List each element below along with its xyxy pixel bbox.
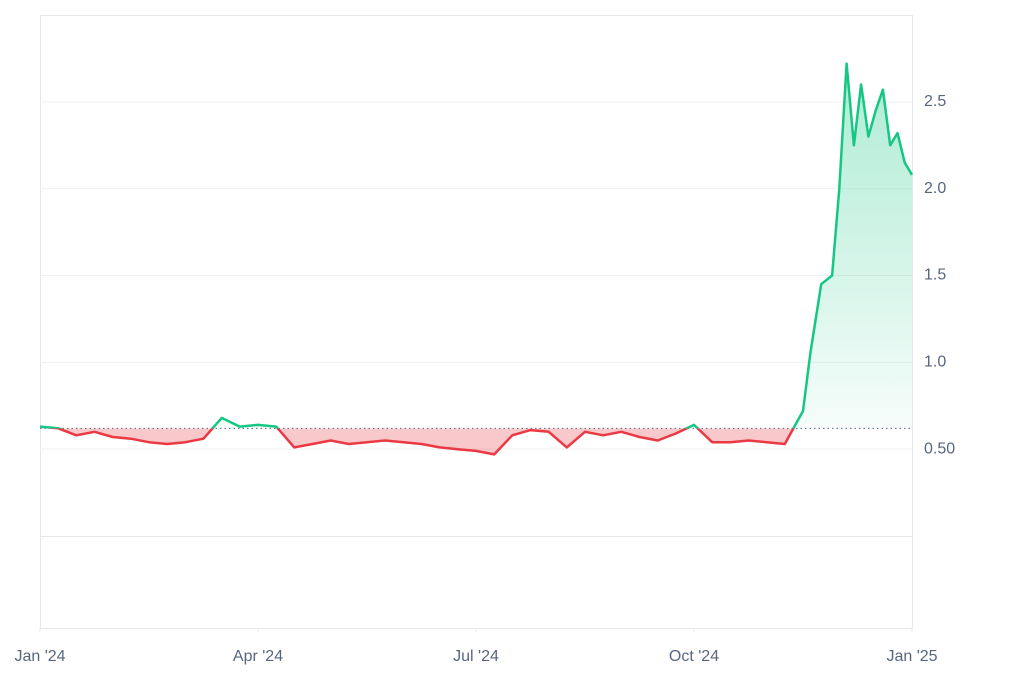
price-line: [39, 62, 914, 456]
x-tick-label: Jan '25: [886, 648, 937, 665]
y-tick-label: 2.0: [924, 180, 946, 197]
y-tick-label: 2.5: [924, 93, 946, 110]
area: [40, 63, 912, 455]
x-tick-label: Jan '24: [14, 648, 65, 665]
x-tick-label: Oct '24: [669, 648, 719, 665]
y-tick-label: 1.0: [924, 354, 946, 371]
y-tick-label: 0.50: [924, 440, 955, 457]
x-tick-label: Apr '24: [233, 648, 283, 665]
y-tick-label: 1.5: [924, 267, 946, 284]
x-tick-label: Jul '24: [453, 648, 499, 665]
